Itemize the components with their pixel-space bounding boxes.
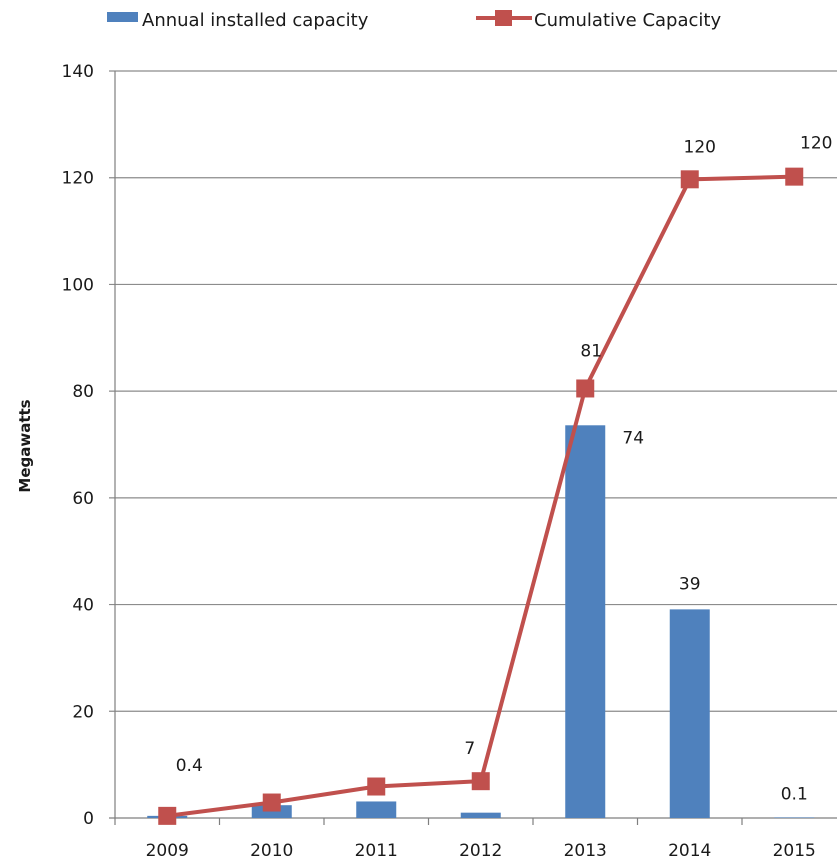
y-tick-label: 140 xyxy=(62,62,94,82)
bar xyxy=(774,817,815,818)
x-tick-label: 2012 xyxy=(459,841,502,861)
x-tick-label: 2010 xyxy=(250,841,293,861)
gridlines xyxy=(109,70,837,819)
x-tick-label: 2009 xyxy=(146,841,189,861)
bar-data-label: 39 xyxy=(679,574,701,594)
y-tick-label: 0 xyxy=(83,809,94,829)
x-tick-label: 2014 xyxy=(668,841,711,861)
line-point xyxy=(576,379,595,398)
y-tick-label: 80 xyxy=(72,382,94,402)
y-axis: 0 20 40 60 80 100 120 140 xyxy=(62,62,116,829)
line-series xyxy=(158,167,804,825)
y-tick-label: 100 xyxy=(62,275,94,295)
y-tick-label: 40 xyxy=(72,596,94,616)
bar xyxy=(356,801,397,818)
y-axis-label: Megawatts xyxy=(16,399,34,492)
legend-line-marker xyxy=(495,10,512,26)
y-tick-label: 120 xyxy=(62,169,94,189)
y-tick-label: 60 xyxy=(72,489,94,509)
bar xyxy=(669,609,710,818)
legend-label-cumulative: Cumulative Capacity xyxy=(534,10,721,31)
legend: Annual installed capacity Cumulative Cap… xyxy=(107,10,721,31)
bar xyxy=(565,425,606,818)
line-point xyxy=(680,170,699,189)
legend-label-annual: Annual installed capacity xyxy=(142,10,369,31)
line-data-label: 7 xyxy=(464,739,475,759)
bar-data-label: 74 xyxy=(622,428,644,448)
line-point xyxy=(158,806,177,825)
legend-bar-swatch xyxy=(107,12,138,22)
bar-data-label: 0.1 xyxy=(781,784,808,804)
bar xyxy=(251,805,292,818)
line-data-label: 120 xyxy=(684,137,716,157)
x-tick-label: 2011 xyxy=(355,841,398,861)
line-point xyxy=(471,772,490,791)
line-point xyxy=(367,777,386,796)
x-tick-label: 2013 xyxy=(564,841,607,861)
line-data-label: 120 xyxy=(800,134,832,154)
line-data-label: 81 xyxy=(580,341,602,361)
line-point xyxy=(785,167,804,186)
x-axis: 2009 2010 2011 2012 2013 2014 2015 xyxy=(114,818,816,861)
x-tick-label: 2015 xyxy=(773,841,816,861)
bar-series xyxy=(147,425,815,818)
data-labels: 0.4 74 39 0.1 7 81 120 120 xyxy=(176,134,833,805)
bar-data-label: 0.4 xyxy=(176,756,203,776)
bar xyxy=(460,812,501,818)
y-tick-label: 20 xyxy=(72,702,94,722)
line-point xyxy=(262,793,281,812)
